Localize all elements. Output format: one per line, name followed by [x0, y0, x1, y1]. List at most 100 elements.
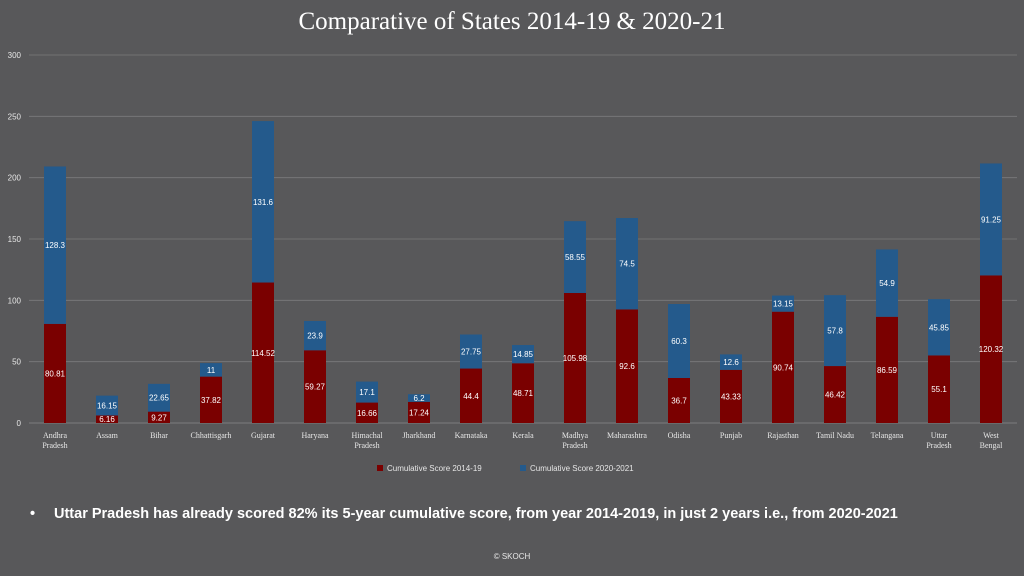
bar-2020-21 [304, 320, 326, 351]
x-tick-label: Madhya [562, 431, 589, 440]
data-label-2014-19: 86.59 [877, 366, 898, 375]
data-label-2020-21: 54.9 [879, 279, 895, 288]
y-tick-label: 150 [8, 235, 22, 244]
bar-2020-21 [928, 299, 950, 356]
bullet-marker: • [30, 506, 36, 522]
x-tick-label: Jharkhand [403, 431, 436, 440]
data-label-2014-19: 120.32 [979, 345, 1004, 354]
x-tick-label: Chhattisgarh [191, 431, 232, 440]
data-label-2020-21: 58.55 [565, 253, 586, 262]
bar-2020-21 [408, 394, 430, 402]
bar-2014-19 [772, 311, 794, 423]
legend-swatch [520, 465, 526, 471]
bar-2020-21 [772, 295, 794, 312]
x-tick-label: Maharashtra [607, 431, 647, 440]
data-label-2020-21: 6.2 [413, 394, 425, 403]
data-label-2014-19: 55.1 [931, 385, 947, 394]
data-label-2020-21: 57.8 [827, 327, 843, 336]
data-label-2020-21: 74.5 [619, 260, 635, 269]
data-label-2020-21: 60.3 [671, 337, 687, 346]
x-tick-label: Himachal [351, 431, 383, 440]
data-label-2014-19: 59.27 [305, 383, 326, 392]
data-label-2020-21: 27.75 [461, 348, 482, 357]
chart-title: Comparative of States 2014-19 & 2020-21 [298, 8, 726, 35]
data-label-2020-21: 13.15 [773, 300, 794, 309]
data-label-2014-19: 6.16 [99, 415, 115, 424]
bar-2014-19 [96, 415, 118, 423]
bar-2014-19 [356, 402, 378, 423]
bar-2020-21 [356, 381, 378, 403]
data-label-2020-21: 14.85 [513, 350, 534, 359]
bar-2020-21 [512, 345, 534, 364]
data-label-2014-19: 48.71 [513, 389, 534, 398]
bar-2020-21 [616, 218, 638, 310]
x-tick-label: Odisha [668, 431, 691, 440]
x-tick-label: Punjab [720, 431, 742, 440]
data-label-2014-19: 9.27 [151, 413, 167, 422]
stacked-bar-chart: 05010015020025030080.81128.3AndhraPrades… [8, 51, 1017, 473]
bar-2020-21 [980, 163, 1002, 276]
data-label-2020-21: 11 [207, 366, 216, 375]
x-tick-label: Pradesh [42, 441, 67, 450]
data-label-2020-21: 17.1 [359, 388, 375, 397]
data-label-2014-19: 17.24 [409, 408, 430, 417]
legend-label: Cumulative Score 2020-2021 [530, 464, 634, 473]
data-label-2020-21: 91.25 [981, 215, 1002, 224]
data-label-2020-21: 12.6 [723, 358, 739, 367]
y-tick-label: 0 [17, 419, 22, 428]
key-insight: • Uttar Pradesh has already scored 82% it… [30, 506, 1010, 522]
bar-2020-21 [148, 383, 170, 412]
data-label-2014-19: 90.74 [773, 363, 794, 372]
data-label-2014-19: 44.4 [463, 392, 479, 401]
x-tick-label: Tamil Nadu [816, 431, 854, 440]
bar-2020-21 [564, 221, 586, 293]
data-label-2014-19: 16.66 [357, 409, 378, 418]
bar-2014-19 [252, 282, 274, 423]
bar-2020-21 [252, 121, 274, 283]
data-label-2014-19: 37.82 [201, 396, 222, 405]
x-tick-label: Assam [96, 431, 119, 440]
x-tick-label: Bengal [980, 441, 1003, 450]
bar-2020-21 [824, 295, 846, 367]
bar-2020-21 [200, 363, 222, 377]
bar-2014-19 [980, 275, 1002, 423]
x-tick-label: Telangana [871, 431, 904, 440]
data-label-2020-21: 131.6 [253, 198, 274, 207]
x-tick-label: Uttar [931, 431, 948, 440]
bar-2020-21 [460, 334, 482, 369]
bar-2014-19 [720, 369, 742, 423]
bar-2014-19 [44, 323, 66, 423]
bar-2014-19 [304, 350, 326, 423]
bar-2014-19 [148, 411, 170, 423]
y-tick-label: 100 [8, 296, 22, 305]
y-tick-label: 200 [8, 174, 22, 183]
y-tick-label: 300 [8, 51, 22, 60]
data-label-2014-19: 36.7 [671, 396, 687, 405]
data-label-2020-21: 23.9 [307, 332, 323, 341]
bar-2014-19 [200, 376, 222, 423]
data-label-2020-21: 16.15 [97, 402, 118, 411]
bar-2020-21 [720, 354, 742, 370]
bar-2020-21 [876, 249, 898, 317]
bar-2014-19 [668, 377, 690, 423]
data-label-2014-19: 43.33 [721, 392, 742, 401]
data-label-2020-21: 22.65 [149, 394, 170, 403]
x-tick-label: Karnataka [455, 431, 488, 440]
bar-2020-21 [44, 166, 66, 324]
x-tick-label: West [983, 431, 1000, 440]
insight-text: Uttar Pradesh has already scored 82% its… [54, 506, 898, 522]
x-tick-label: Pradesh [354, 441, 379, 450]
data-label-2014-19: 80.81 [45, 369, 66, 378]
data-label-2014-19: 105.98 [563, 354, 588, 363]
bar-2014-19 [460, 368, 482, 423]
bar-2014-19 [876, 316, 898, 423]
x-tick-label: Bihar [150, 431, 168, 440]
bar-2014-19 [512, 363, 534, 423]
x-tick-label: Haryana [301, 431, 329, 440]
x-tick-label: Andhra [43, 431, 67, 440]
bar-2020-21 [96, 395, 118, 416]
x-tick-label: Pradesh [562, 441, 587, 450]
legend-label: Cumulative Score 2014-19 [387, 464, 482, 473]
data-label-2020-21: 128.3 [45, 241, 66, 250]
y-tick-label: 250 [8, 112, 22, 121]
